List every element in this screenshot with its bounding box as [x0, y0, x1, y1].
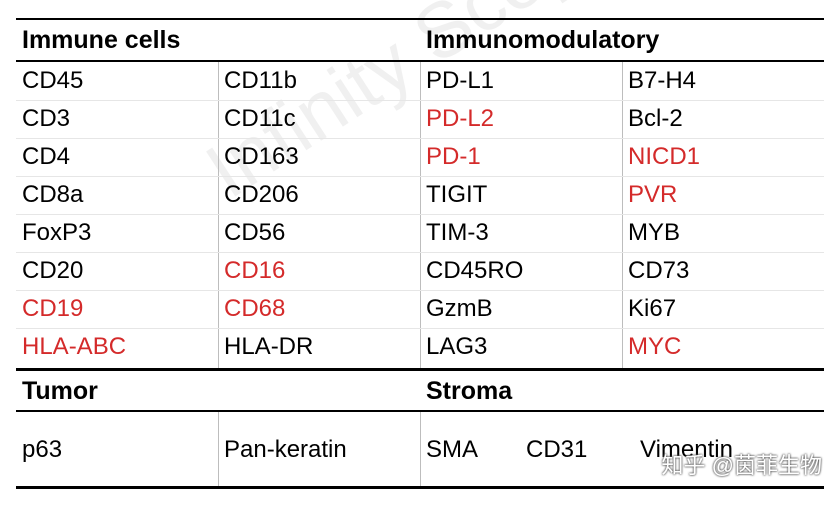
column-divider-3: [622, 62, 623, 368]
marker-cell: CD56: [224, 219, 286, 246]
marker-cell: PD-1: [426, 143, 481, 170]
marker-cell: GzmB: [426, 295, 493, 322]
marker-cell: PD-L2: [426, 105, 495, 132]
row-separator: [16, 252, 824, 253]
marker-cell: HLA-DR: [224, 333, 314, 360]
header-top-rule: [16, 60, 824, 62]
marker-cell: TIGIT: [426, 181, 488, 208]
header-tumor: Tumor: [22, 377, 98, 405]
tumor-marker-pan-keratin: Pan-keratin: [224, 436, 347, 463]
marker-cell: CD68: [224, 295, 286, 322]
stroma-marker-vimentin: Vimentin: [640, 436, 733, 463]
marker-cell: Bcl-2: [628, 105, 683, 132]
marker-cell: CD206: [224, 181, 299, 208]
marker-cell: LAG3: [426, 333, 488, 360]
header-stroma: Stroma: [426, 377, 513, 405]
marker-cell: B7-H4: [628, 67, 697, 94]
marker-cell: CD11c: [224, 105, 296, 132]
marker-cell: HLA-ABC: [22, 333, 127, 360]
header-immune-cells: Immune cells: [22, 26, 181, 54]
marker-cell: CD73: [628, 257, 690, 284]
column-divider-5: [420, 412, 421, 486]
marker-cell: PVR: [628, 181, 678, 208]
tumor-marker-p63: p63: [22, 436, 63, 463]
row-separator: [16, 214, 824, 215]
marker-cell: CD3: [22, 105, 71, 132]
marker-cell: CD45RO: [426, 257, 524, 284]
marker-cell: MYC: [628, 333, 682, 360]
stroma-marker-cd31: CD31: [526, 436, 588, 463]
corner-watermark: 知乎 @茵菲生物: [661, 453, 822, 478]
column-divider-2: [420, 62, 421, 368]
marker-cell: TIM-3: [426, 219, 489, 246]
row-separator: [16, 328, 824, 329]
top-rule: [16, 18, 824, 20]
marker-cell: CD45: [22, 67, 84, 94]
bottom-rule: [16, 486, 824, 489]
section-rule: [16, 368, 824, 371]
row-separator: [16, 176, 824, 177]
header-immunomodulatory: Immunomodulatory: [426, 26, 660, 54]
stroma-marker-sma: SMA: [426, 436, 479, 463]
marker-cell: CD19: [22, 295, 84, 322]
marker-cell: NICD1: [628, 143, 701, 170]
row-separator: [16, 138, 824, 139]
marker-cell: CD20: [22, 257, 84, 284]
marker-cell: FoxP3: [22, 219, 92, 246]
marker-cell: Ki67: [628, 295, 677, 322]
marker-cell: CD16: [224, 257, 286, 284]
marker-cell: CD163: [224, 143, 299, 170]
marker-cell: PD-L1: [426, 67, 495, 94]
marker-cell: CD11b: [224, 67, 297, 94]
column-divider-4: [218, 412, 219, 486]
row-separator: [16, 290, 824, 291]
column-divider-1: [218, 62, 219, 368]
header-bottom-rule: [16, 410, 824, 412]
marker-cell: CD8a: [22, 181, 84, 208]
row-separator: [16, 100, 824, 101]
marker-cell: CD4: [22, 143, 71, 170]
marker-cell: MYB: [628, 219, 681, 246]
